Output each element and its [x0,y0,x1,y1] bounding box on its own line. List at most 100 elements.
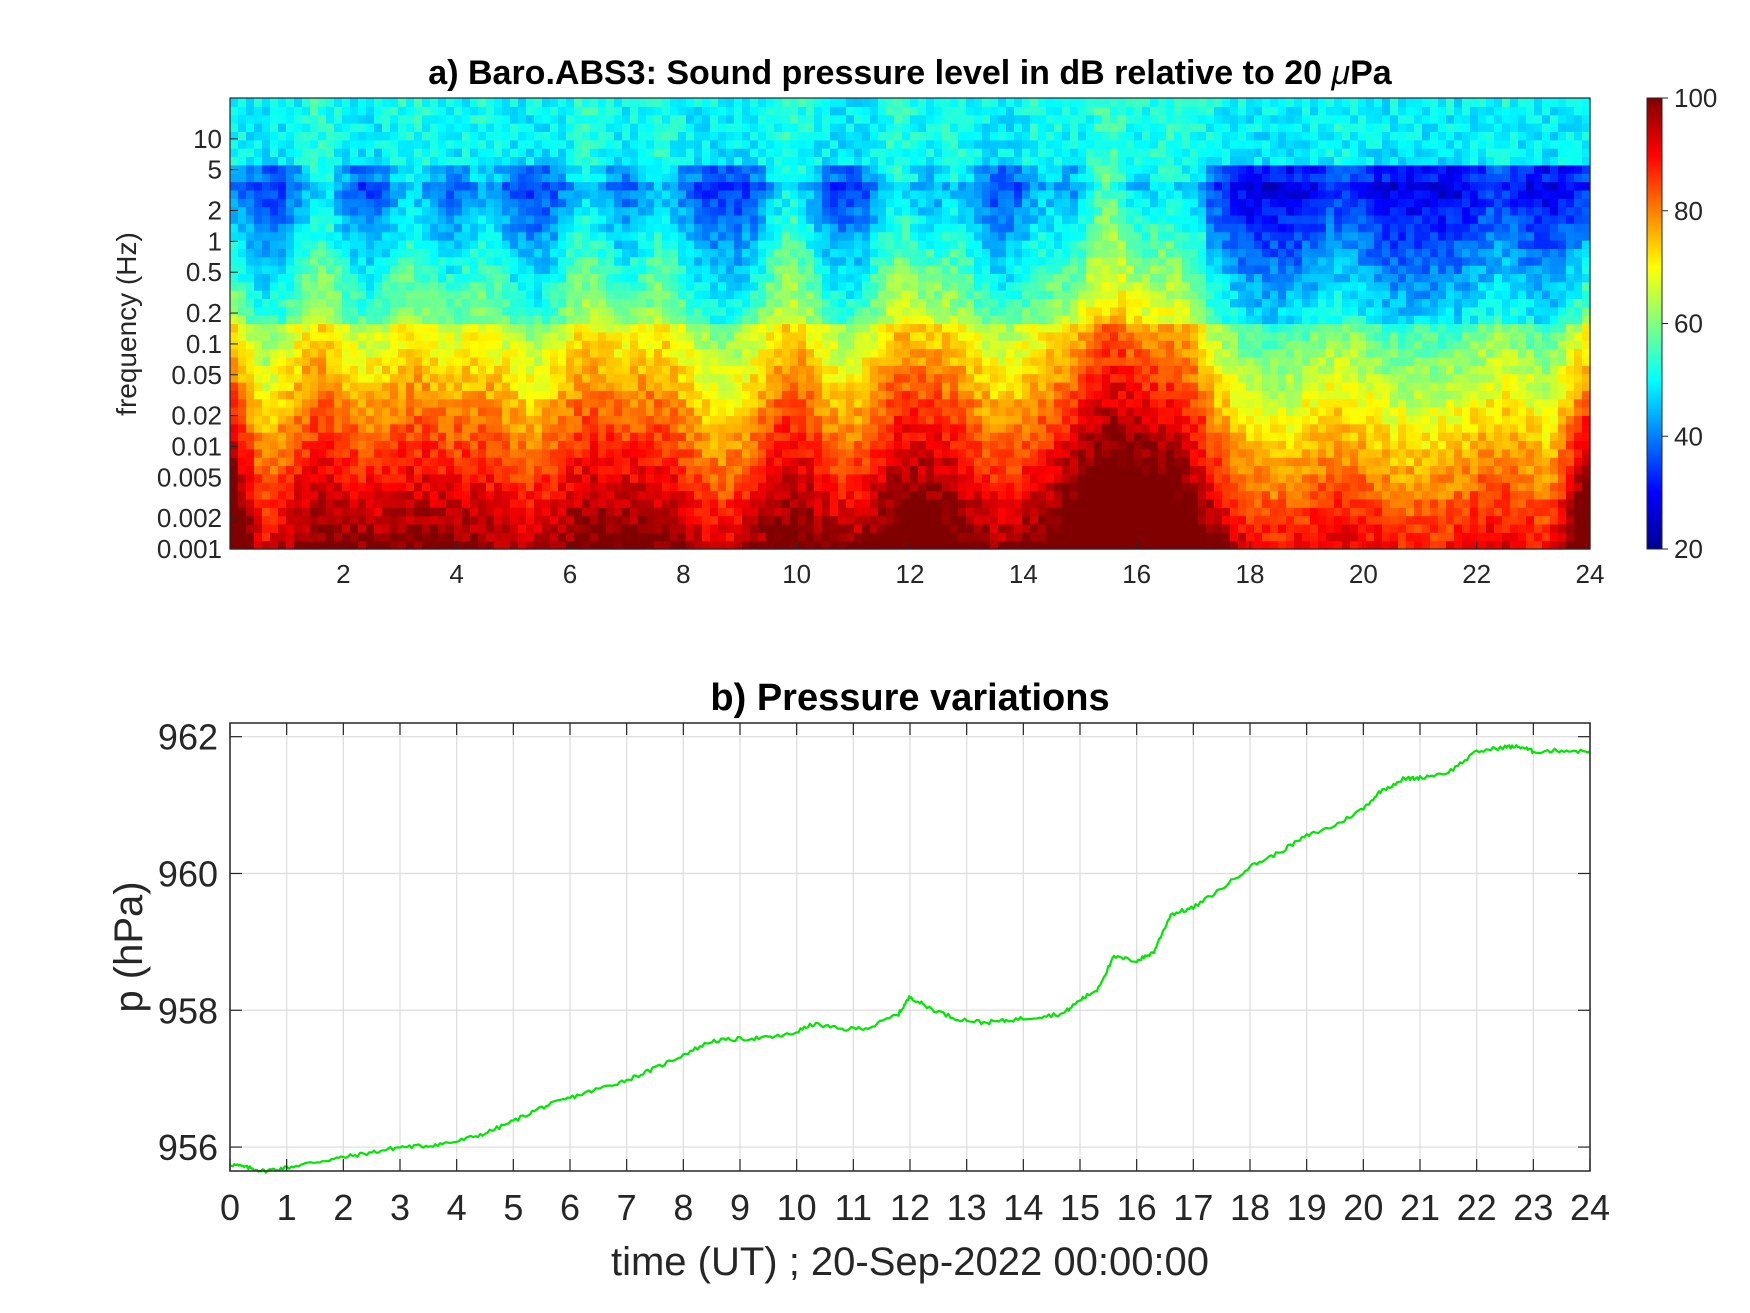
heatmap-cell [894,198,903,208]
heatmap-cell [638,365,647,375]
heatmap-cell [798,206,807,216]
heatmap-cell [238,540,247,550]
heatmap-cell [590,189,599,199]
heatmap-cell [734,298,743,308]
heatmap-cell [934,457,943,467]
heatmap-cell [606,98,615,107]
heatmap-cell [342,407,351,416]
heatmap-cell [886,356,895,366]
heatmap-cell [622,173,631,183]
heatmap-cell [846,281,855,291]
heatmap-cell [518,181,527,191]
heatmap-cell [510,407,519,416]
heatmap-cell [486,532,495,542]
heatmap-cell [622,298,631,308]
heatmap-cell [462,356,471,366]
heatmap-cell [710,323,719,333]
heatmap-cell [774,507,783,517]
heatmap-cell [246,148,255,158]
heatmap-cell [726,248,735,258]
heatmap-cell [550,407,559,416]
heatmap-cell [870,331,879,341]
heatmap-cell [870,265,879,274]
heatmap-cell [502,415,511,425]
heatmap-cell [358,523,367,533]
heatmap-cell [494,540,503,550]
heatmap-cell [814,398,823,408]
heatmap-cell [918,523,927,533]
heatmap-cell [686,265,695,274]
heatmap-cell [758,198,767,208]
heatmap-cell [230,323,239,333]
heatmap-cell [822,239,831,249]
heatmap-cell [454,448,463,458]
heatmap-cell [446,457,455,467]
heatmap-cell [798,148,807,158]
heatmap-cell [286,356,295,366]
heatmap-cell [814,214,823,224]
heatmap-cell [574,331,583,341]
heatmap-cell [822,465,831,475]
heatmap-cell [902,482,911,492]
heatmap-cell [526,432,535,442]
heatmap-cell [574,306,583,316]
heatmap-cell [534,256,543,266]
heatmap-cell [750,148,759,158]
heatmap-cell [590,164,599,174]
heatmap-cell [726,256,735,266]
heatmap-cell [566,131,575,141]
heatmap-cell [798,306,807,316]
heatmap-cell [366,465,375,475]
heatmap-cell [478,123,487,133]
heatmap-cell [286,540,295,550]
heatmap-cell [526,532,535,542]
heatmap-cell [558,482,567,492]
heatmap-cell [670,365,679,375]
heatmap-cell [390,223,399,233]
heatmap-cell [238,214,247,224]
heatmap-cell [894,331,903,341]
heatmap-cell [894,248,903,258]
heatmap-cell [262,457,271,467]
heatmap-cell [774,323,783,333]
heatmap-cell [254,131,263,141]
heatmap-cell [286,273,295,283]
heatmap-cell [862,256,871,266]
heatmap-cell [654,440,663,450]
heatmap-cell [806,106,815,116]
heatmap-cell [342,432,351,442]
heatmap-cell [654,457,663,467]
heatmap-cell [446,298,455,308]
heatmap-cell [558,390,567,400]
heatmap-cell [910,198,919,208]
heatmap-cell [718,448,727,458]
heatmap-cell [422,448,431,458]
heatmap-cell [470,448,479,458]
heatmap-cell [510,148,519,158]
heatmap-cell [278,373,287,383]
heatmap-cell [414,540,423,550]
heatmap-cell [846,98,855,107]
heatmap-cell [878,323,887,333]
heatmap-cell [894,123,903,133]
heatmap-cell [902,306,911,316]
heatmap-cell [678,365,687,375]
heatmap-cell [678,348,687,358]
heatmap-cell [382,532,391,542]
heatmap-cell [598,256,607,266]
heatmap-cell [230,340,239,350]
heatmap-cell [934,323,943,333]
heatmap-cell [958,98,967,107]
heatmap-cell [622,423,631,433]
heatmap-cell [382,206,391,216]
heatmap-cell [566,448,575,458]
heatmap-cell [702,323,711,333]
heatmap-cell [342,281,351,291]
heatmap-cell [878,148,887,158]
heatmap-cell [646,139,655,149]
heatmap-cell [558,373,567,383]
heatmap-cell [526,206,535,216]
heatmap-cell [414,239,423,249]
heatmap-cell [310,248,319,258]
heatmap-cell [670,457,679,467]
